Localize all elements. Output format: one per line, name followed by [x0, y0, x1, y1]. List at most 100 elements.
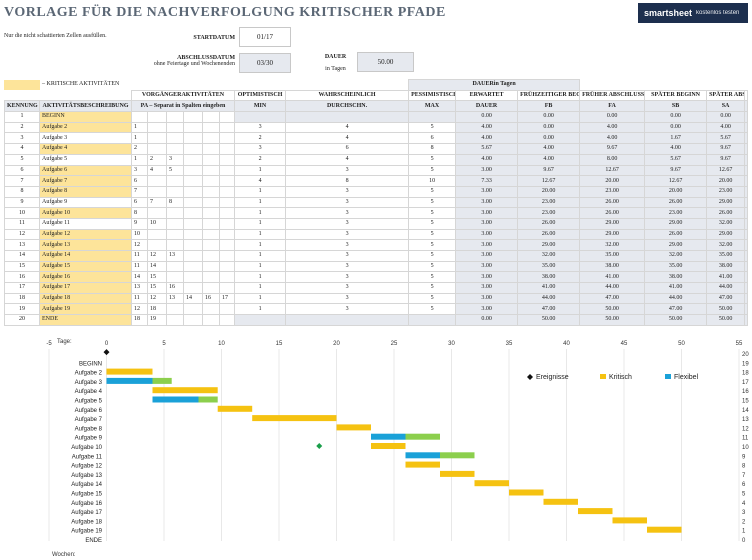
max-cell[interactable]: 10 [408, 175, 457, 187]
predecessor-cell[interactable]: 11 [131, 250, 148, 262]
max-cell[interactable]: 5 [408, 196, 457, 209]
activity-name[interactable]: Aufgabe 4 [39, 143, 132, 155]
predecessor-cell[interactable]: 13 [131, 282, 148, 294]
predecessor-cell[interactable] [202, 207, 220, 219]
max-cell[interactable]: 5 [408, 185, 457, 198]
predecessor-cell[interactable] [218, 228, 236, 241]
min-cell[interactable]: 1 [234, 196, 287, 209]
predecessor-cell[interactable] [147, 121, 167, 134]
predecessor-cell[interactable]: 8 [131, 207, 148, 219]
predecessor-cell[interactable]: 16 [202, 292, 220, 305]
min-cell[interactable]: 1 [234, 250, 287, 262]
predecessor-cell[interactable] [166, 132, 184, 145]
activity-name[interactable]: Aufgabe 7 [39, 175, 132, 187]
predecessor-cell[interactable] [218, 239, 236, 251]
predecessor-cell[interactable]: 4 [147, 164, 167, 177]
predecessor-cell[interactable] [147, 207, 167, 219]
avg-cell[interactable]: 3 [285, 196, 410, 209]
max-cell[interactable]: 5 [408, 228, 457, 241]
max-cell[interactable]: 5 [408, 271, 457, 284]
activity-name[interactable]: Aufgabe 9 [39, 196, 132, 209]
predecessor-cell[interactable] [183, 303, 203, 316]
predecessor-cell[interactable] [183, 282, 203, 294]
avg-cell[interactable]: 3 [285, 271, 410, 284]
predecessor-cell[interactable] [218, 132, 236, 145]
predecessor-cell[interactable]: 18 [131, 314, 148, 326]
predecessor-cell[interactable] [166, 175, 184, 187]
predecessor-cell[interactable] [166, 207, 184, 219]
predecessor-cell[interactable]: 8 [166, 196, 184, 209]
predecessor-cell[interactable] [202, 271, 220, 284]
predecessor-cell[interactable] [166, 121, 184, 134]
predecessor-cell[interactable]: 5 [166, 164, 184, 177]
predecessor-cell[interactable] [218, 164, 236, 177]
predecessor-cell[interactable] [202, 132, 220, 145]
predecessor-cell[interactable] [166, 260, 184, 273]
min-cell[interactable]: 1 [234, 185, 287, 198]
predecessor-cell[interactable] [183, 132, 203, 145]
predecessor-cell[interactable] [147, 239, 167, 251]
predecessor-cell[interactable] [166, 228, 184, 241]
activity-name[interactable]: Aufgabe 11 [39, 217, 132, 230]
predecessor-cell[interactable] [218, 196, 236, 209]
predecessor-cell[interactable] [183, 175, 203, 187]
predecessor-cell[interactable]: 6 [131, 175, 148, 187]
max-cell[interactable]: 5 [408, 303, 457, 316]
predecessor-cell[interactable]: 2 [131, 143, 148, 155]
predecessor-cell[interactable] [202, 164, 220, 177]
predecessor-cell[interactable] [183, 239, 203, 251]
min-cell[interactable]: 1 [234, 207, 287, 219]
activity-name[interactable]: Aufgabe 17 [39, 282, 132, 294]
max-cell[interactable]: 8 [408, 143, 457, 155]
avg-cell[interactable]: 3 [285, 282, 410, 294]
predecessor-cell[interactable] [183, 207, 203, 219]
predecessor-cell[interactable] [218, 260, 236, 273]
min-cell[interactable]: 1 [234, 239, 287, 251]
predecessor-cell[interactable]: 14 [147, 260, 167, 273]
predecessor-cell[interactable] [218, 303, 236, 316]
avg-cell[interactable]: 3 [285, 207, 410, 219]
avg-cell[interactable]: 4 [285, 153, 410, 166]
predecessor-cell[interactable]: 1 [131, 121, 148, 134]
avg-cell[interactable]: 3 [285, 217, 410, 230]
avg-cell[interactable]: 3 [285, 164, 410, 177]
activity-name[interactable]: Aufgabe 3 [39, 132, 132, 145]
max-cell[interactable]: 5 [408, 121, 457, 134]
avg-cell[interactable]: 8 [285, 175, 410, 187]
predecessor-cell[interactable]: 10 [147, 217, 167, 230]
predecessor-cell[interactable] [183, 260, 203, 273]
predecessor-cell[interactable] [218, 217, 236, 230]
avg-cell[interactable]: 3 [285, 292, 410, 305]
predecessor-cell[interactable] [166, 143, 184, 155]
predecessor-cell[interactable] [218, 153, 236, 166]
min-cell[interactable]: 1 [234, 260, 287, 273]
predecessor-cell[interactable] [202, 175, 220, 187]
predecessor-cell[interactable]: 12 [147, 292, 167, 305]
max-cell[interactable]: 5 [408, 250, 457, 262]
predecessor-cell[interactable] [183, 153, 203, 166]
predecessor-cell[interactable]: 12 [131, 239, 148, 251]
activity-name[interactable]: Aufgabe 15 [39, 260, 132, 273]
predecessor-cell[interactable] [202, 153, 220, 166]
predecessor-cell[interactable] [202, 111, 220, 123]
predecessor-cell[interactable]: 17 [218, 292, 236, 305]
min-cell[interactable]: 1 [234, 228, 287, 241]
activity-name[interactable]: Aufgabe 6 [39, 164, 132, 177]
min-cell[interactable]: 4 [234, 175, 287, 187]
predecessor-cell[interactable] [218, 111, 236, 123]
predecessor-cell[interactable]: 10 [131, 228, 148, 241]
max-cell[interactable]: 6 [408, 132, 457, 145]
avg-cell[interactable]: 3 [285, 303, 410, 316]
predecessor-cell[interactable]: 18 [147, 303, 167, 316]
min-cell[interactable]: 1 [234, 282, 287, 294]
min-cell[interactable]: 1 [234, 217, 287, 230]
predecessor-cell[interactable]: 1 [131, 153, 148, 166]
predecessor-cell[interactable]: 15 [147, 282, 167, 294]
predecessor-cell[interactable] [183, 217, 203, 230]
predecessor-cell[interactable] [183, 314, 203, 326]
max-cell[interactable]: 5 [408, 239, 457, 251]
predecessor-cell[interactable] [202, 250, 220, 262]
predecessor-cell[interactable] [202, 228, 220, 241]
predecessor-cell[interactable]: 11 [131, 292, 148, 305]
predecessor-cell[interactable] [166, 314, 184, 326]
